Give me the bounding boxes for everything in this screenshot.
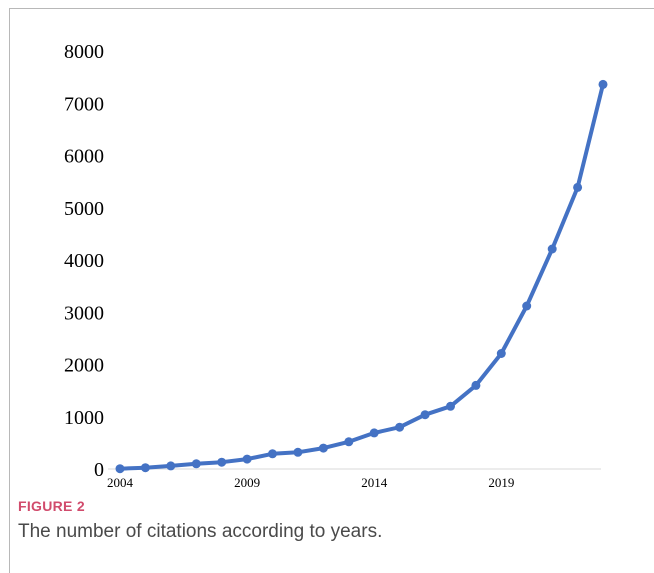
data-point-2008: [217, 457, 227, 467]
data-point-2023: [598, 79, 608, 89]
data-point-2019: [496, 349, 506, 358]
series-line-0: [118, 82, 605, 471]
y-tick-label-4000: 4000: [64, 250, 104, 272]
x-tick-label-2009: 2009: [234, 475, 260, 490]
y-tick-label-8000: 8000: [64, 41, 104, 63]
x-tick-label-2014: 2014: [361, 475, 388, 490]
data-point-2016: [420, 410, 430, 420]
x-axis-tick-labels: 2004 2009 2014 2019: [107, 475, 514, 490]
data-point-2004: [115, 464, 125, 474]
data-point-2011: [293, 447, 303, 457]
data-point-2010: [268, 449, 277, 459]
data-point-2006: [166, 461, 176, 471]
data-point-2007: [191, 459, 201, 469]
data-point-2015: [395, 422, 405, 432]
y-tick-label-6000: 6000: [64, 146, 104, 168]
frame-left-border: [9, 8, 10, 573]
figure-label: FIGURE 2: [18, 498, 85, 514]
x-tick-label-2019: 2019: [488, 475, 514, 490]
data-point-2013: [344, 437, 354, 447]
y-tick-label-0: 0: [94, 459, 104, 481]
y-tick-label-7000: 7000: [64, 93, 104, 115]
data-point-2014: [369, 428, 379, 438]
y-tick-label-1000: 1000: [64, 407, 104, 429]
data-point-2017: [446, 401, 455, 411]
data-point-2018: [471, 380, 481, 390]
frame-top-border: [9, 8, 654, 9]
data-point-2005: [140, 463, 150, 473]
data-point-2020: [522, 301, 532, 311]
figure-caption: The number of citations according to yea…: [18, 521, 383, 542]
data-point-2012: [318, 443, 328, 453]
y-tick-label-3000: 3000: [64, 302, 104, 324]
x-tick-label-2004: 2004: [107, 475, 134, 490]
citations-series: [115, 79, 608, 474]
data-point-2021: [547, 244, 557, 254]
y-tick-label-5000: 5000: [64, 198, 104, 220]
data-point-2009: [242, 454, 252, 464]
y-tick-label-2000: 2000: [64, 355, 104, 377]
data-point-2022: [573, 182, 583, 192]
y-axis-tick-labels: 0 1000 2000 3000 4000 5000 6000 7000 8000: [64, 41, 104, 481]
